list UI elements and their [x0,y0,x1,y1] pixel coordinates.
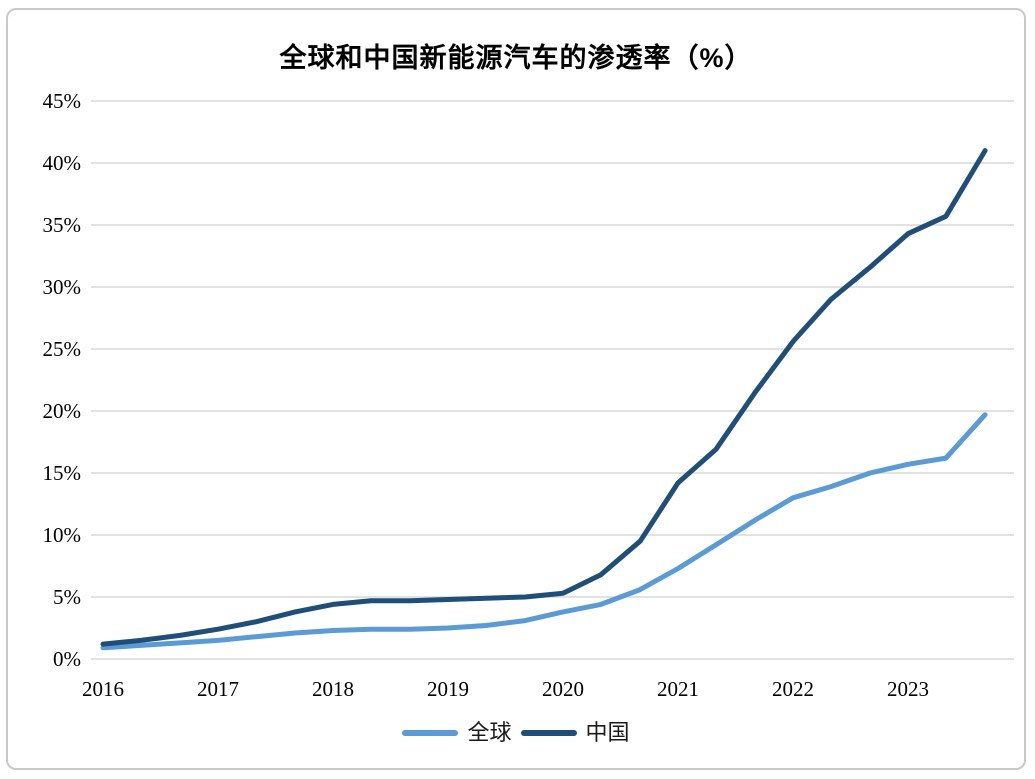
x-tick-label: 2022 [772,677,814,701]
y-tick-label: 40% [43,151,82,175]
legend-item-global: 全球 [402,720,512,745]
legend-item-china: 中国 [520,720,630,745]
x-tick-label: 2016 [82,677,124,701]
y-tick-label: 45% [43,89,82,113]
x-tick-label: 2018 [312,677,354,701]
chart-title: 全球和中国新能源汽车的渗透率（%） [279,43,753,73]
y-tick-label: 30% [43,275,82,299]
global-series-line [100,412,988,651]
x-tick-label: 2023 [887,677,929,701]
x-tick-label: 2017 [197,677,239,701]
x-tick-label: 2019 [427,677,469,701]
legend-label-china: 中国 [585,720,630,745]
line-chart: 0% 5% 10% 15% 20% 25% 30% 35% 40% 45% 2016 2017 2018… [43,89,1014,701]
global-line-swatch-icon [402,730,459,736]
x-tick-label: 2021 [657,677,699,701]
y-tick-label: 35% [43,213,82,237]
x-tick-label: 2020 [542,677,584,701]
chart-frame: 全球和中国新能源汽车的渗透率（%） 0% 5% 10% 15% 20% 25% 30% 35%… [6,8,1026,770]
chart-legend: 全球 中国 [8,722,1024,744]
y-tick-label: 10% [43,523,82,547]
china-line-swatch-icon [520,730,577,736]
y-tick-label: 5% [53,585,81,609]
y-tick-label: 15% [43,461,82,485]
y-tick-label: 25% [43,337,82,361]
china-series-line [100,148,988,647]
legend-label-global: 全球 [467,720,512,745]
y-tick-label: 0% [53,647,81,671]
y-tick-label: 20% [43,399,82,423]
